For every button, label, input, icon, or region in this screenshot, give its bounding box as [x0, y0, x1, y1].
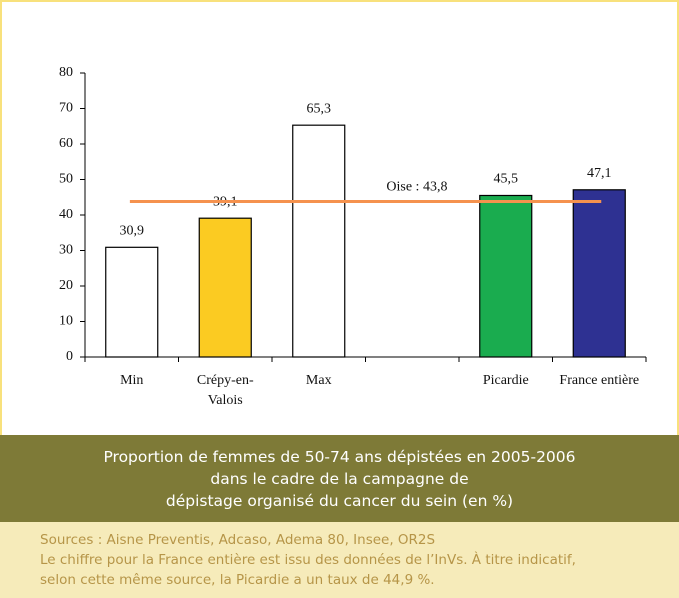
y-tick-label: 80: [59, 65, 73, 80]
source-line: Sources : Aisne Preventis, Adcaso, Adema…: [40, 532, 436, 548]
chart-frame: [0, 0, 679, 435]
y-tick-label: 30: [59, 243, 73, 258]
y-tick-label: 40: [59, 207, 73, 222]
bar: [479, 194, 533, 358]
source-line: Le chiffre pour la France entière est is…: [40, 552, 576, 568]
value-label: 47,1: [587, 166, 612, 181]
x-tick-label: France entière: [559, 373, 640, 388]
x-tick-label: Crépy-en-Valois: [196, 373, 254, 408]
x-tick-label: Picardie: [482, 373, 529, 388]
chart: 0102030405060708030,939,165,345,547,1Ois…: [59, 65, 647, 364]
caption-line: dépistage organisé du cancer du sein (en…: [165, 491, 514, 510]
y-tick-label: 70: [59, 101, 73, 116]
caption-line: Proportion de femmes de 50-74 ans dépist…: [103, 447, 576, 466]
sources: Sources : Aisne Preventis, Adcaso, Adema…: [0, 522, 679, 598]
y-tick-label: 60: [59, 136, 73, 151]
value-label: 30,9: [120, 224, 145, 239]
x-tick-label: Max: [305, 373, 332, 388]
bar: [572, 189, 626, 358]
bar: [292, 124, 346, 358]
y-tick-label: 0: [66, 349, 73, 364]
y-tick-label: 10: [59, 314, 73, 329]
value-label: 65,3: [307, 101, 332, 116]
x-tick-label: Min: [120, 373, 144, 388]
caption-line: dans le cadre de la campagne de: [210, 469, 469, 488]
y-tick-label: 50: [59, 172, 73, 187]
source-line: selon cette même source, la Picardie a u…: [40, 572, 435, 588]
reference-label: Oise : 43,8: [386, 180, 447, 195]
bar: [198, 217, 252, 358]
caption: Proportion de femmes de 50-74 ans dépist…: [0, 435, 679, 522]
value-label: 45,5: [494, 172, 519, 187]
y-tick-label: 20: [59, 278, 73, 293]
bar: [105, 246, 159, 358]
